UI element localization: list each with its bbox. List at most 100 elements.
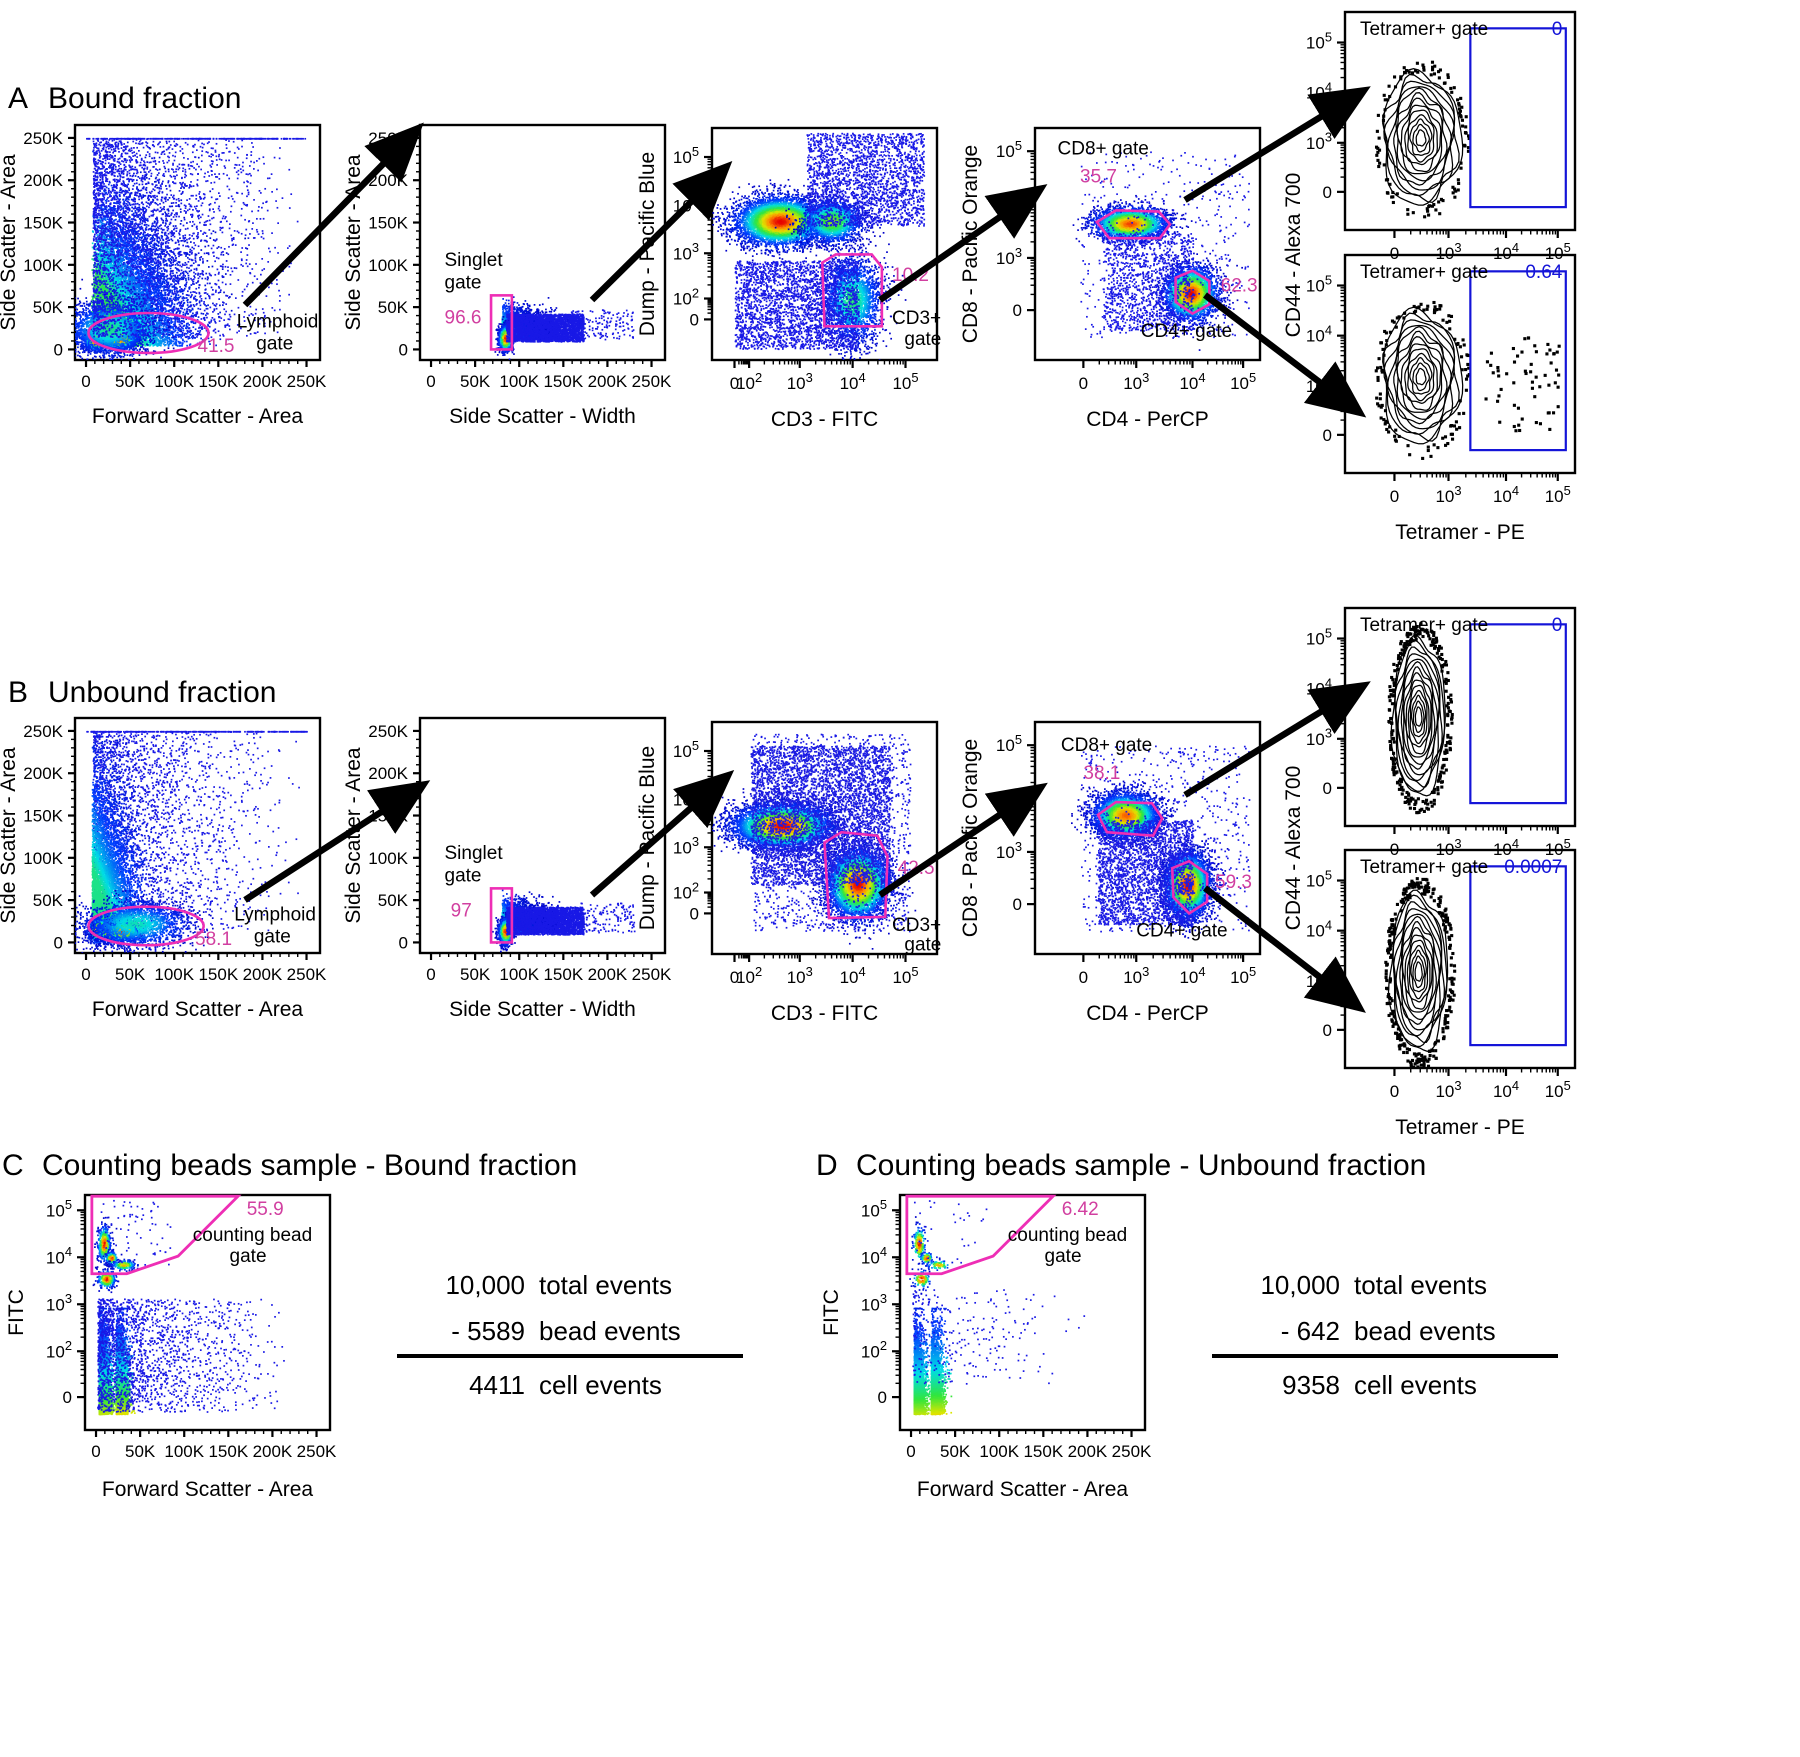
lymphoid-gate-label2: gate <box>254 926 291 947</box>
lymphoid-gate-pct: 41.5 <box>198 336 235 357</box>
svg-text:0: 0 <box>54 340 63 359</box>
bead-events-label: bead events <box>1354 1316 1496 1346</box>
panel-c-letter: C <box>2 1149 24 1182</box>
bead-events-value: - 5589 <box>451 1316 525 1346</box>
tetramer-gate-label: Tetramer+ gate <box>1360 19 1488 40</box>
panel-a-letter: A <box>8 82 28 115</box>
panel-d-title: Counting beads sample - Unbound fraction <box>856 1149 1426 1182</box>
flow-arrow <box>1185 705 1332 795</box>
tetramer-gate-pct: 0 <box>1552 615 1563 636</box>
panel-a-title: Bound fraction <box>48 82 241 115</box>
tetramer-gate-label: Tetramer+ gate <box>1360 615 1488 636</box>
cd3-gate-label: CD3+ <box>892 915 941 936</box>
panel-b-title: Unbound fraction <box>48 676 277 709</box>
singlet-gate-pct: 97 <box>451 901 472 922</box>
x-axis-label: Tetramer - PE <box>1395 1116 1525 1139</box>
bead-math-c: 10,000 total events - 5589 bead events 4411 c… <box>397 1270 743 1400</box>
counting-bead-gate-pct: 6.42 <box>1062 1199 1099 1220</box>
x-axis-label: CD4 - PerCP <box>1086 1002 1209 1025</box>
x-axis-label: Forward Scatter - Area <box>92 405 304 428</box>
x-axis-label: Side Scatter - Width <box>449 405 636 428</box>
svg-text:100K: 100K <box>154 372 194 391</box>
bead-events-label: bead events <box>539 1316 681 1346</box>
flow-arrow <box>1185 110 1332 200</box>
singlet-gate-label2: gate <box>445 865 482 886</box>
x-axis-label: Tetramer - PE <box>1395 521 1525 544</box>
tetramer-gate-pct: 0 <box>1552 19 1563 40</box>
singlet-gate-label: Singlet <box>445 843 504 864</box>
y-axis-label: CD44 - Alexa 700 <box>1282 766 1305 931</box>
contour-plot <box>1384 877 1456 1069</box>
cell-events-value: 4411 <box>469 1370 525 1400</box>
x-axis-label: Forward Scatter - Area <box>102 1478 314 1501</box>
svg-text:250K: 250K <box>23 129 63 148</box>
x-axis-label: Forward Scatter - Area <box>917 1478 1129 1501</box>
counting-bead-gate-label2: gate <box>230 1246 267 1267</box>
contour-plot <box>1387 622 1453 814</box>
panel-d-letter: D <box>816 1149 838 1182</box>
total-events-label: total events <box>539 1270 672 1300</box>
counting-bead-gate-label: counting bead <box>193 1225 312 1246</box>
cd3-gate-label2: gate <box>904 329 941 350</box>
contour-plot <box>1375 301 1471 460</box>
svg-text:200K: 200K <box>23 171 63 190</box>
tetramer-gate-label: Tetramer+ gate <box>1360 857 1488 878</box>
cd8-gate-label: CD8+ gate <box>1061 735 1152 756</box>
counting-bead-gate-label2: gate <box>1045 1246 1082 1267</box>
singlet-gate-label: Singlet <box>445 250 504 271</box>
svg-text:50K: 50K <box>33 298 64 317</box>
density-scatter <box>695 133 925 381</box>
y-axis-label: FITC <box>820 1289 843 1336</box>
total-events-label: total events <box>1354 1270 1487 1300</box>
singlet-gate-label2: gate <box>445 272 482 293</box>
lymphoid-gate-label2: gate <box>256 333 293 354</box>
cd4-gate-pct: 59.3 <box>1215 872 1252 893</box>
bead-math-d: 10,000 total events - 642 bead events 9358 ce… <box>1212 1270 1558 1400</box>
lymphoid-gate-label: Lymphoid <box>234 905 316 926</box>
x-axis-label: CD4 - PerCP <box>1086 408 1209 431</box>
tetramer-gate[interactable] <box>1470 271 1565 450</box>
cd8-gate-label: CD8+ gate <box>1058 139 1149 160</box>
cd8-gate-pct: 35.7 <box>1080 167 1117 188</box>
cd3-gate-label: CD3+ <box>892 308 941 329</box>
total-events-value: 10,000 <box>1260 1270 1340 1300</box>
lymphoid-gate-label: Lymphoid <box>237 312 319 333</box>
cd8-gate-pct: 38.1 <box>1083 763 1120 784</box>
svg-text:200K: 200K <box>243 372 283 391</box>
cd3-gate-label2: gate <box>904 935 941 956</box>
total-events-value: 10,000 <box>445 1270 525 1300</box>
cell-events-label: cell events <box>1354 1370 1477 1400</box>
density-scatter <box>492 890 635 953</box>
tetramer-gate[interactable] <box>1470 624 1565 803</box>
y-axis-label: Side Scatter - Area <box>0 747 20 924</box>
x-axis-label: Side Scatter - Width <box>449 998 636 1021</box>
panel-c-title: Counting beads sample - Bound fraction <box>42 1149 577 1182</box>
tetramer-gate[interactable] <box>1470 28 1565 207</box>
y-axis-label: Side Scatter - Area <box>0 154 20 331</box>
bead-events-value: - 642 <box>1281 1316 1340 1346</box>
tetramer-gate-pct: 0.0007 <box>1504 857 1562 878</box>
tetramer-gate[interactable] <box>1470 866 1565 1045</box>
x-axis-label: CD3 - FITC <box>771 408 878 431</box>
y-axis-label: FITC <box>5 1289 28 1336</box>
cell-events-value: 9358 <box>1282 1370 1340 1400</box>
lymphoid-gate-pct: 58.1 <box>195 929 232 950</box>
flow-arrow <box>880 808 1010 895</box>
y-axis-label: Side Scatter - Area <box>342 154 365 331</box>
x-axis-label: CD3 - FITC <box>771 1002 878 1025</box>
cell-events-label: cell events <box>539 1370 662 1400</box>
cd4-gate-pct: 62.3 <box>1221 276 1258 297</box>
x-axis-label: Forward Scatter - Area <box>92 998 304 1021</box>
density-scatter <box>495 296 635 360</box>
svg-text:100K: 100K <box>23 256 63 275</box>
svg-text:0: 0 <box>81 372 90 391</box>
svg-text:50K: 50K <box>115 372 146 391</box>
tetramer-gate-pct: 0.64 <box>1525 262 1562 283</box>
svg-text:150K: 150K <box>198 372 238 391</box>
tetramer-gate-label: Tetramer+ gate <box>1360 262 1488 283</box>
contour-plot <box>1375 61 1471 219</box>
counting-bead-gate-label: counting bead <box>1008 1225 1127 1246</box>
cd4-gate-label: CD4+ gate <box>1141 321 1232 342</box>
y-axis-label: CD44 - Alexa 700 <box>1282 173 1305 338</box>
